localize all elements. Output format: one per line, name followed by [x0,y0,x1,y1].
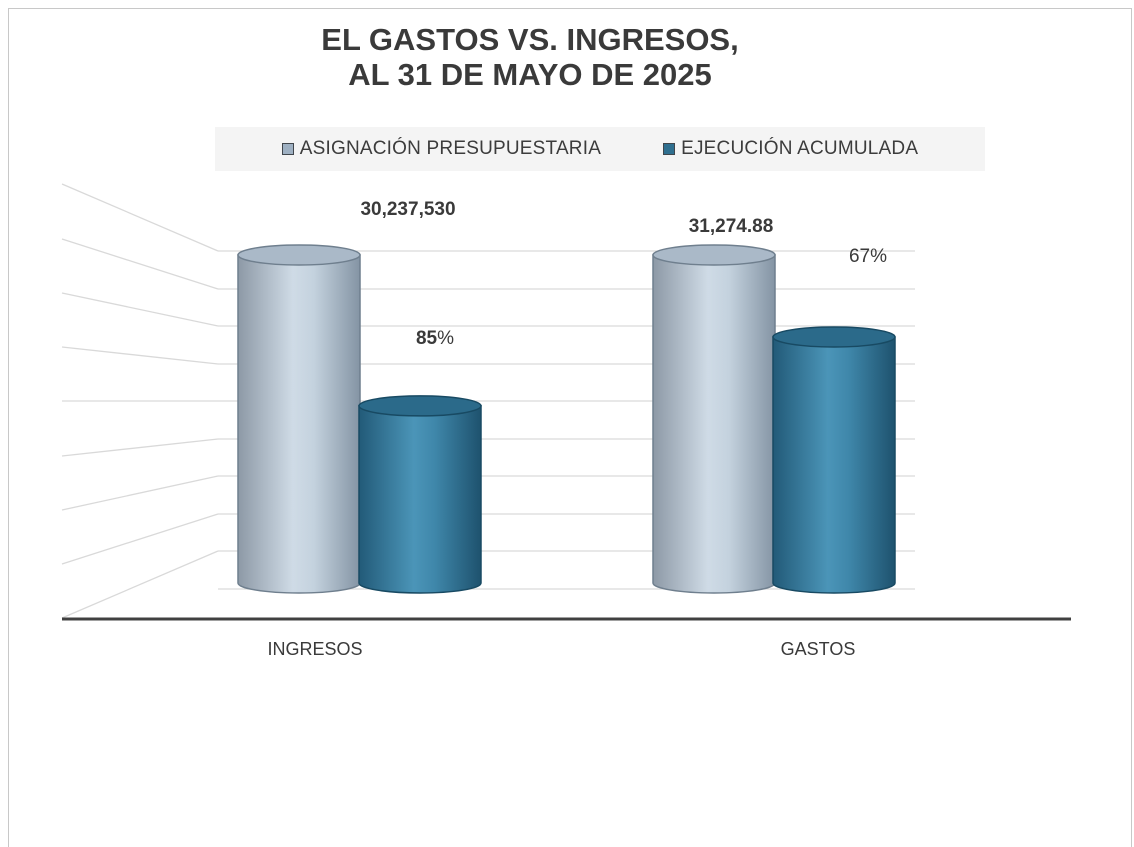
bar-ingresos-asignacion [237,244,361,594]
gridline-side [61,346,219,365]
legend-swatch-ejecucion [663,143,676,155]
legend-item-asignacion: ASIGNACIÓN PRESUPUESTARIA [281,138,602,160]
chart-title-line1: EL GASTOS VS. INGRESOS, [321,22,739,57]
data-label-ingresos-ejecucion-suffix: % [437,328,454,349]
chart-legend: ASIGNACIÓN PRESUPUESTARIA EJECUCIÓN ACUM… [215,127,985,171]
gridline-side [61,513,219,565]
data-label-gastos-ejecucion-value: 67 [849,246,870,267]
data-label-ingresos-ejecucion: 85% [416,328,454,349]
bar-gastos-ejecucion [772,326,896,594]
category-label-ingresos: INGRESOS [267,639,362,659]
data-label-ingresos-ejecucion-value: 85 [416,328,438,349]
gridline-side [61,292,219,327]
bar-gastos-ejecucion-top [772,326,896,348]
bar-gastos-asignacion-top [652,244,776,266]
bar-gastos-asignacion-body [652,254,776,594]
legend-item-ejecucion: EJECUCIÓN ACUMULADA [663,138,918,160]
category-label-gastos: GASTOS [781,639,856,659]
data-label-gastos-asignacion: 31,274.88 [689,216,774,237]
gridline-side [61,475,219,511]
bar-ingresos-asignacion-top [237,244,361,266]
gridline-side [61,550,219,619]
bar-ingresos-ejecucion [358,395,482,594]
data-label-gastos-ejecucion: 67% [849,246,887,267]
bars [237,244,896,594]
bar-gastos-ejecucion-body [772,336,896,594]
chart-title-line2: AL 31 DE MAYO DE 2025 [348,57,712,92]
bar-ingresos-ejecucion-top [358,395,482,417]
data-label-gastos-ejecucion-suffix: % [870,246,887,267]
legend-label-asignacion: ASIGNACIÓN PRESUPUESTARIA [299,138,602,159]
data-label-ingresos-asignacion: 30,237,530 [360,199,455,220]
bar-gastos-asignacion [652,244,776,594]
bar-ingresos-ejecucion-body [358,405,482,594]
legend-label-ejecucion: EJECUCIÓN ACUMULADA [681,138,919,159]
gridline-side [61,183,219,252]
gridline-side [61,238,219,290]
chart-title: EL GASTOS VS. INGRESOS, AL 31 DE MAYO DE… [0,22,1060,92]
bar-ingresos-asignacion-body [237,254,361,594]
gridline-side [61,438,219,457]
legend-swatch-asignacion [281,143,294,155]
